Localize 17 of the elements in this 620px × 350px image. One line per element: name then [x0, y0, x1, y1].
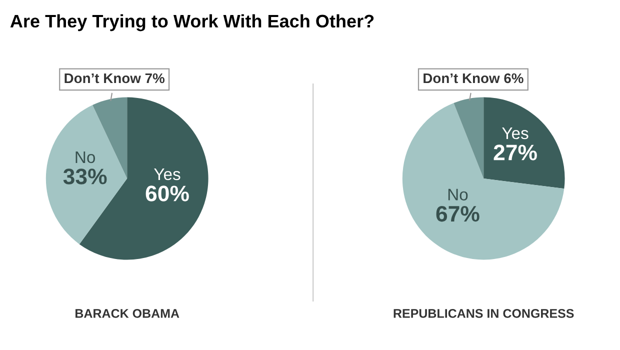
data-label: 33% — [63, 168, 107, 184]
data-label: 60% — [146, 186, 189, 202]
pie-slice — [454, 97, 484, 178]
slice-label: Don’t Know 7% — [64, 73, 165, 84]
pie-slice — [46, 105, 128, 244]
pie-slice — [484, 97, 565, 189]
slice-label: No — [448, 188, 468, 200]
text: BARACK OBAMA — [76, 309, 180, 318]
data-label: 27% — [494, 144, 537, 160]
text: REPUBLICANS IN CONGRESS — [394, 309, 574, 318]
slice-label: Don’t Know 6% — [424, 73, 524, 84]
pie-slice — [402, 103, 564, 260]
data-label: 67% — [436, 206, 480, 222]
slice-label: Yes — [154, 168, 180, 180]
slice-label: Yes — [502, 128, 528, 140]
slice-label: No — [76, 151, 96, 164]
chart-title: Are They Trying to Work With Each Other? — [10, 14, 374, 32]
